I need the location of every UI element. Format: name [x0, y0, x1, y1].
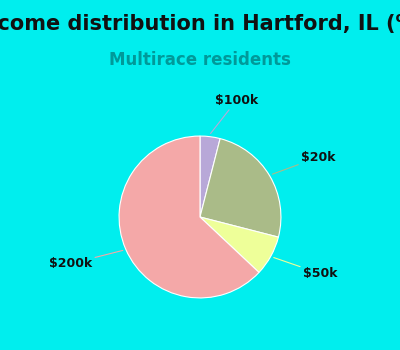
Text: $100k: $100k — [210, 94, 258, 133]
Wedge shape — [200, 217, 278, 272]
Text: $50k: $50k — [274, 258, 337, 280]
Text: $20k: $20k — [272, 151, 336, 174]
Wedge shape — [119, 136, 259, 298]
Wedge shape — [200, 139, 281, 237]
Text: $200k: $200k — [49, 251, 123, 270]
Text: Multirace residents: Multirace residents — [109, 51, 291, 69]
Wedge shape — [200, 136, 220, 217]
Text: Income distribution in Hartford, IL (%): Income distribution in Hartford, IL (%) — [0, 14, 400, 34]
